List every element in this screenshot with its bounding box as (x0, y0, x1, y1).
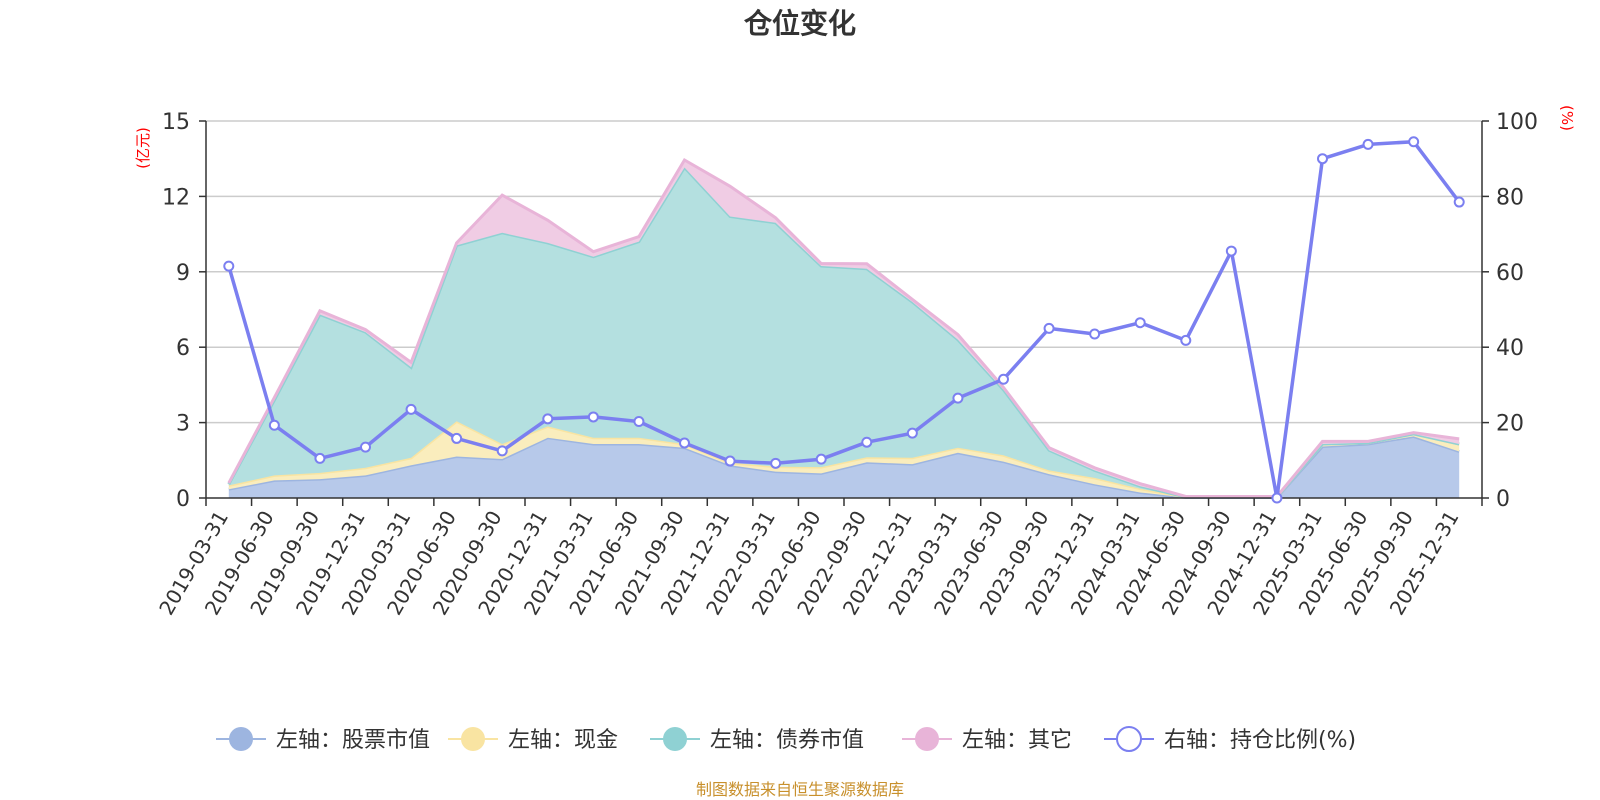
chart-title: 仓位变化 (744, 7, 856, 40)
ratio-point (633, 415, 645, 427)
right-tick-label: 40 (1496, 336, 1524, 361)
right-axis-unit: (%) (1558, 105, 1576, 131)
ratio-point (1453, 196, 1465, 208)
ratio-point (360, 441, 371, 453)
ratio-point (587, 411, 599, 423)
ratio-point (1089, 328, 1101, 340)
legend-item-0[interactable]: 左轴：股票市值 (216, 727, 430, 753)
line-series (223, 136, 1465, 504)
area-edge-3 (227, 157, 1460, 498)
ratio-point (496, 445, 508, 457)
ratio-point (314, 452, 326, 464)
ratio-point (770, 457, 782, 469)
ratio-point (1225, 245, 1237, 257)
legend-label: 左轴：其它 (962, 728, 1072, 753)
ratio-point (542, 413, 554, 425)
ratio-point (679, 437, 690, 449)
ratio-point (1180, 334, 1192, 346)
legend-marker (229, 727, 253, 751)
right-tick-label: 20 (1496, 412, 1524, 437)
ratio-point (451, 432, 463, 444)
right-tick-label: 80 (1496, 185, 1524, 210)
ratio-point (1408, 136, 1420, 148)
ratio-point (861, 436, 873, 448)
left-tick-label: 15 (162, 110, 190, 135)
legend-item-4[interactable]: 右轴：持仓比例(%) (1104, 726, 1356, 753)
ratio-point (223, 260, 235, 272)
ratio-point (405, 403, 417, 415)
ratio-point (1134, 317, 1146, 329)
legend-label: 左轴：债券市值 (710, 728, 864, 753)
ratio-point (724, 455, 736, 467)
legend-marker (461, 727, 485, 751)
legend-label: 右轴：持仓比例(%) (1164, 728, 1356, 753)
left-tick-label: 0 (176, 487, 190, 512)
area-series (227, 157, 1460, 499)
legend: 左轴：股票市值 左轴：现金 左轴：债券市值 左轴：其它 右轴：持仓比例(%) (216, 726, 1356, 753)
legend-marker (663, 727, 687, 751)
right-tick-label: 0 (1496, 487, 1510, 512)
ratio-point (1362, 138, 1374, 150)
left-axis-unit: (亿元) (134, 127, 152, 169)
ratio-point (1317, 153, 1328, 165)
left-tick-label: 6 (176, 336, 190, 361)
left-tick-label: 3 (176, 412, 190, 437)
ratio-line (227, 139, 1461, 500)
legend-marker (1116, 726, 1142, 752)
left-tick-label: 9 (176, 261, 190, 286)
area-0 (228, 436, 1460, 498)
right-tick-label: 100 (1496, 110, 1538, 135)
area-2 (228, 167, 1460, 497)
ratio-point (1271, 492, 1283, 504)
left-tick-label: 12 (162, 185, 190, 210)
ratio-point (268, 419, 280, 431)
legend-item-1[interactable]: 左轴：现金 (448, 727, 618, 753)
legend-label: 左轴：股票市值 (276, 728, 430, 753)
ratio-point (1043, 322, 1055, 334)
area-1 (228, 421, 1460, 498)
right-tick-label: 60 (1496, 261, 1524, 286)
ratio-point (815, 453, 827, 465)
ratio-point (998, 373, 1009, 385)
source-note: 制图数据来自恒生聚源数据库 (696, 780, 904, 799)
legend-label: 左轴：现金 (508, 728, 618, 753)
legend-item-3[interactable]: 左轴：其它 (902, 727, 1072, 753)
ratio-point (952, 392, 964, 404)
ratio-point (906, 427, 918, 439)
legend-item-2[interactable]: 左轴：债券市值 (650, 727, 864, 753)
legend-marker (915, 727, 939, 751)
